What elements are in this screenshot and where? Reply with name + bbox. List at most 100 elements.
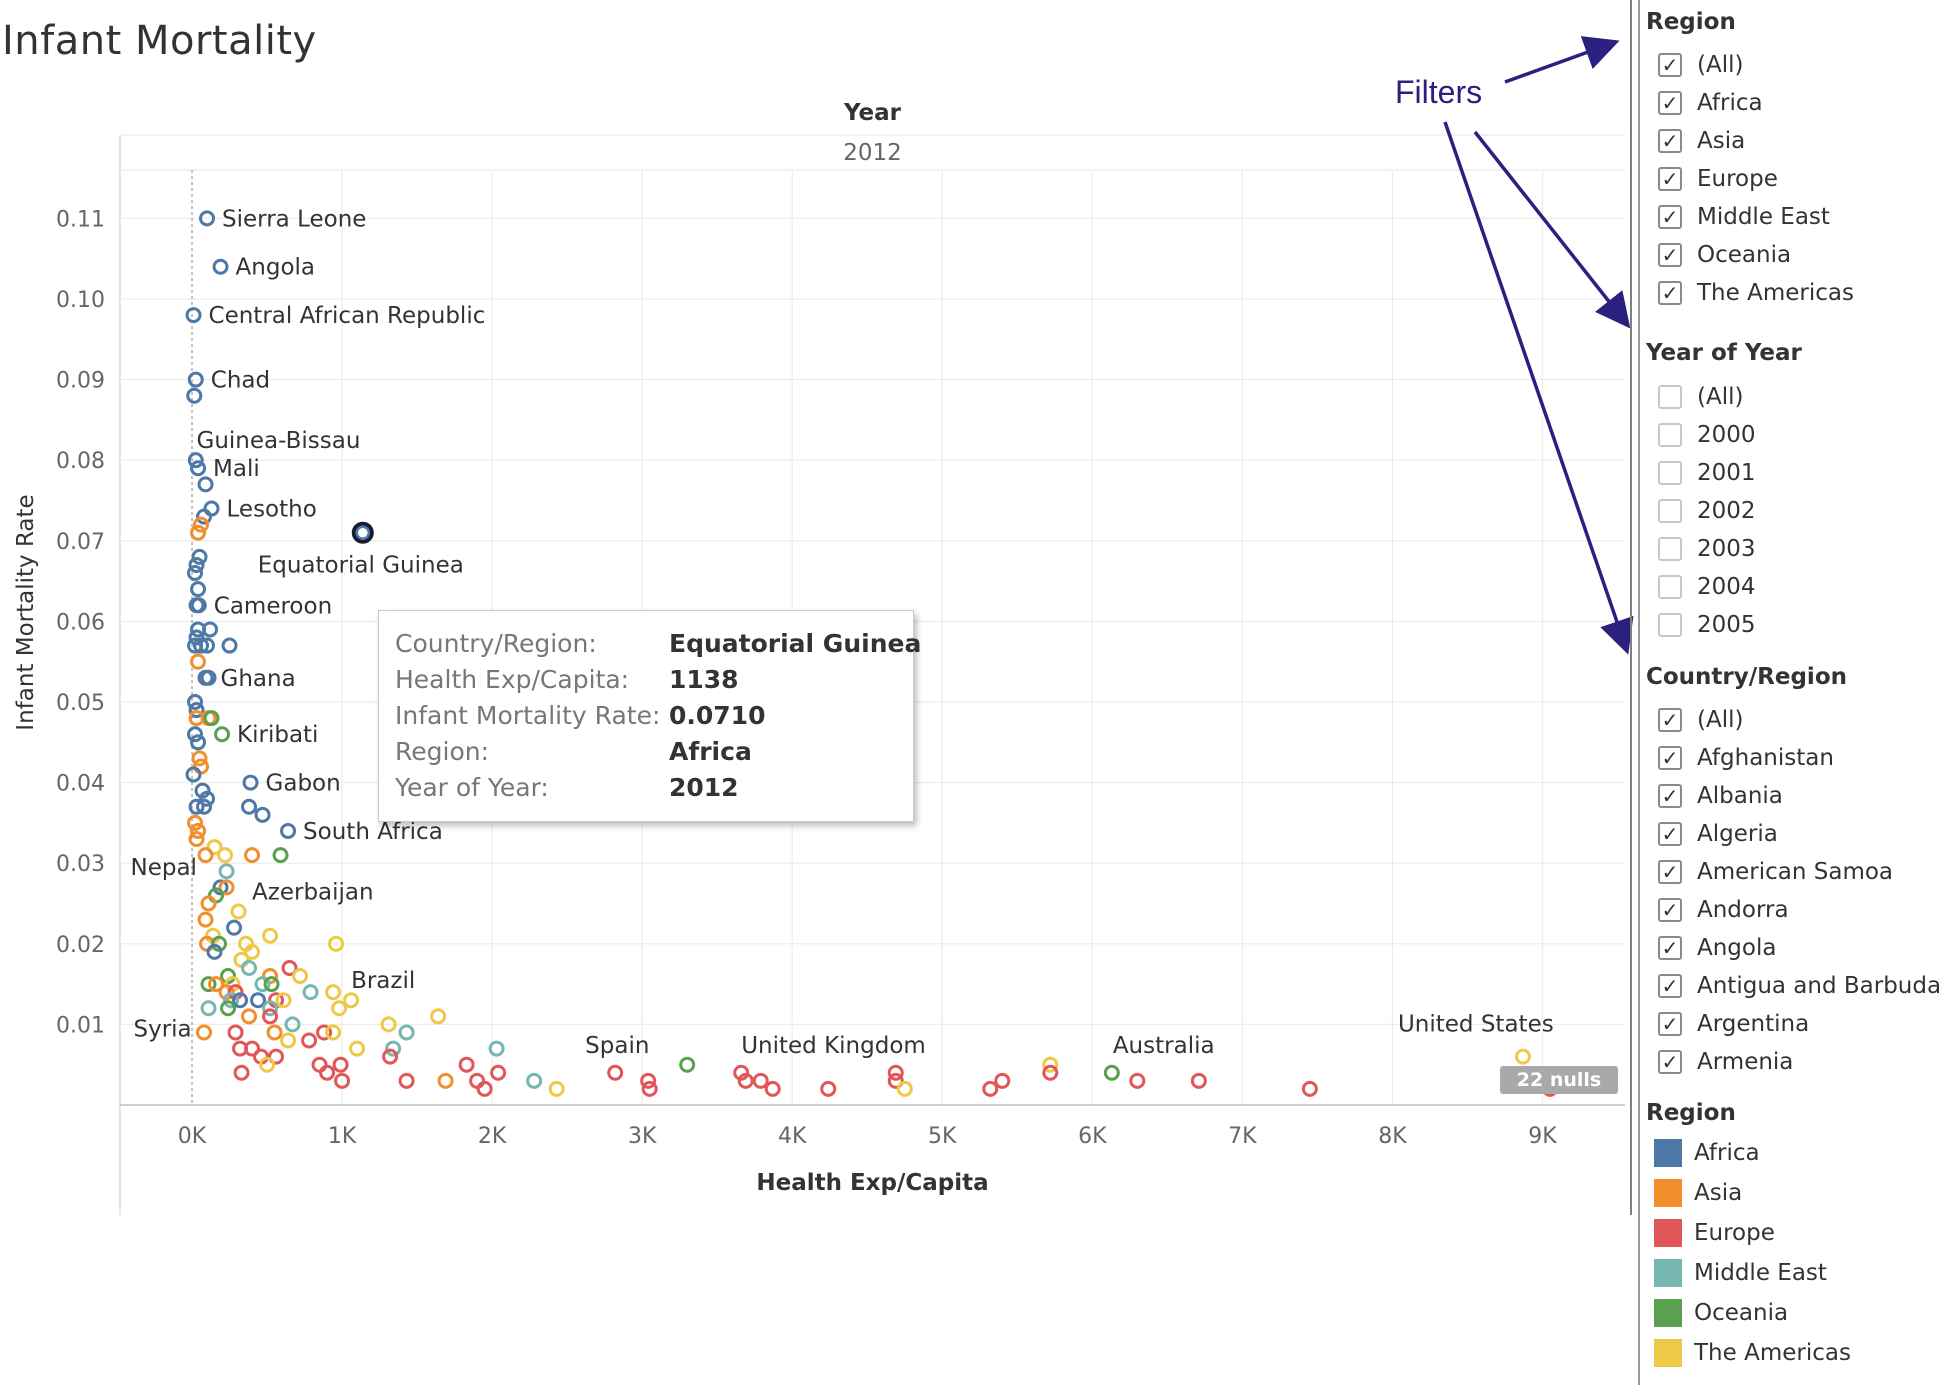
- data-point[interactable]: [188, 556, 205, 573]
- data-point[interactable]: [1190, 1072, 1207, 1089]
- data-point[interactable]: [200, 1000, 217, 1017]
- data-point[interactable]: [232, 992, 249, 1009]
- data-point[interactable]: [982, 1080, 999, 1097]
- country-filter-american-samoa[interactable]: ✓ American Samoa: [1658, 857, 1893, 887]
- data-point[interactable]: [476, 1080, 493, 1097]
- checkbox-checked[interactable]: ✓: [1658, 898, 1682, 922]
- country-filter-all[interactable]: ✓ (All): [1658, 705, 1743, 735]
- country-filter-antigua[interactable]: ✓ Antigua and Barbuda: [1658, 971, 1941, 1001]
- data-point[interactable]: [220, 968, 237, 985]
- data-point[interactable]: [190, 653, 207, 670]
- data-point[interactable]: [380, 1016, 397, 1033]
- country-filter-angola[interactable]: ✓ Angola: [1658, 933, 1776, 963]
- data-point[interactable]: [458, 1056, 475, 1073]
- data-point[interactable]: [1514, 1048, 1531, 1065]
- data-point[interactable]: [301, 1032, 318, 1049]
- data-point[interactable]: [275, 992, 292, 1009]
- data-point[interactable]: [226, 919, 243, 936]
- data-point[interactable]: [196, 798, 213, 815]
- data-point[interactable]: [214, 726, 231, 743]
- data-point[interactable]: [202, 621, 219, 638]
- legend-item-africa[interactable]: Africa: [1654, 1138, 1760, 1168]
- data-point[interactable]: [218, 863, 235, 880]
- year-filter-2001[interactable]: 2001: [1658, 458, 1756, 488]
- checkbox-checked[interactable]: ✓: [1658, 53, 1682, 77]
- checkbox-checked[interactable]: ✓: [1658, 784, 1682, 808]
- data-point[interactable]: [263, 976, 280, 993]
- data-point[interactable]: [272, 847, 289, 864]
- data-point[interactable]: [302, 984, 319, 1001]
- data-point[interactable]: [994, 1072, 1011, 1089]
- data-point[interactable]: [188, 798, 205, 815]
- data-point[interactable]: [190, 460, 207, 477]
- data-point[interactable]: [200, 976, 217, 993]
- region-filter-europe[interactable]: ✓ Europe: [1658, 164, 1778, 194]
- data-point[interactable]: [887, 1064, 904, 1081]
- checkbox-unchecked[interactable]: [1658, 613, 1682, 637]
- data-point[interactable]: [1103, 1064, 1120, 1081]
- data-point[interactable]: [212, 258, 229, 275]
- legend-item-oceania[interactable]: Oceania: [1654, 1298, 1788, 1328]
- data-point[interactable]: [607, 1064, 624, 1081]
- data-point[interactable]: [186, 387, 203, 404]
- data-point[interactable]: [254, 976, 271, 993]
- data-point[interactable]: [190, 734, 207, 751]
- data-point[interactable]: [325, 1024, 342, 1041]
- data-point[interactable]: [208, 976, 225, 993]
- data-point[interactable]: [218, 984, 235, 1001]
- data-point[interactable]: [349, 1040, 366, 1057]
- data-point[interactable]: [259, 1056, 276, 1073]
- checkbox-checked[interactable]: ✓: [1658, 243, 1682, 267]
- scatter-chart[interactable]: Year 2012 0K 1K 2K 3K 4K 5K 6K 7K 8K 9K 0.01 0.02 0.03…: [0, 0, 1625, 1215]
- data-point[interactable]: [217, 847, 234, 864]
- data-point[interactable]: [193, 637, 210, 654]
- checkbox-checked[interactable]: ✓: [1658, 281, 1682, 305]
- data-point[interactable]: [355, 525, 371, 540]
- country-filter-albania[interactable]: ✓ Albania: [1658, 781, 1783, 811]
- data-point[interactable]: [191, 548, 208, 565]
- data-point[interactable]: [190, 822, 207, 839]
- year-filter-2005[interactable]: 2005: [1658, 610, 1756, 640]
- checkbox-checked[interactable]: ✓: [1658, 708, 1682, 732]
- legend-item-middle-east[interactable]: Middle East: [1654, 1258, 1827, 1288]
- data-point[interactable]: [200, 895, 217, 912]
- data-point[interactable]: [398, 1024, 415, 1041]
- data-point[interactable]: [199, 210, 216, 227]
- data-point[interactable]: [316, 1024, 333, 1041]
- data-point[interactable]: [896, 1080, 913, 1097]
- data-point[interactable]: [679, 1056, 696, 1073]
- data-point[interactable]: [254, 806, 271, 823]
- checkbox-checked[interactable]: ✓: [1658, 129, 1682, 153]
- data-point[interactable]: [820, 1080, 837, 1097]
- checkbox-checked[interactable]: ✓: [1658, 91, 1682, 115]
- country-filter-algeria[interactable]: ✓ Algeria: [1658, 819, 1778, 849]
- data-point[interactable]: [190, 581, 207, 598]
- data-point[interactable]: [206, 943, 223, 960]
- data-point[interactable]: [206, 839, 223, 856]
- data-point[interactable]: [221, 637, 238, 654]
- data-point[interactable]: [241, 798, 258, 815]
- data-point[interactable]: [752, 1072, 769, 1089]
- checkbox-unchecked[interactable]: [1658, 461, 1682, 485]
- data-point[interactable]: [490, 1064, 507, 1081]
- data-point[interactable]: [241, 1008, 258, 1025]
- legend-item-europe[interactable]: Europe: [1654, 1218, 1775, 1248]
- checkbox-unchecked[interactable]: [1658, 575, 1682, 599]
- data-point[interactable]: [199, 637, 216, 654]
- year-filter-all[interactable]: (All): [1658, 382, 1743, 412]
- checkbox-checked[interactable]: ✓: [1658, 205, 1682, 229]
- data-point[interactable]: [218, 879, 235, 896]
- checkbox-checked[interactable]: ✓: [1658, 167, 1682, 191]
- checkbox-unchecked[interactable]: [1658, 537, 1682, 561]
- data-point[interactable]: [548, 1080, 565, 1097]
- checkbox-checked[interactable]: ✓: [1658, 974, 1682, 998]
- data-point[interactable]: [284, 1016, 301, 1033]
- data-point[interactable]: [332, 1056, 349, 1073]
- data-point[interactable]: [191, 750, 208, 767]
- region-filter-middle-east[interactable]: ✓ Middle East: [1658, 202, 1830, 232]
- data-point[interactable]: [250, 992, 267, 1009]
- data-point[interactable]: [190, 524, 207, 541]
- data-point[interactable]: [187, 693, 204, 710]
- data-point[interactable]: [211, 935, 228, 952]
- data-point[interactable]: [194, 782, 211, 799]
